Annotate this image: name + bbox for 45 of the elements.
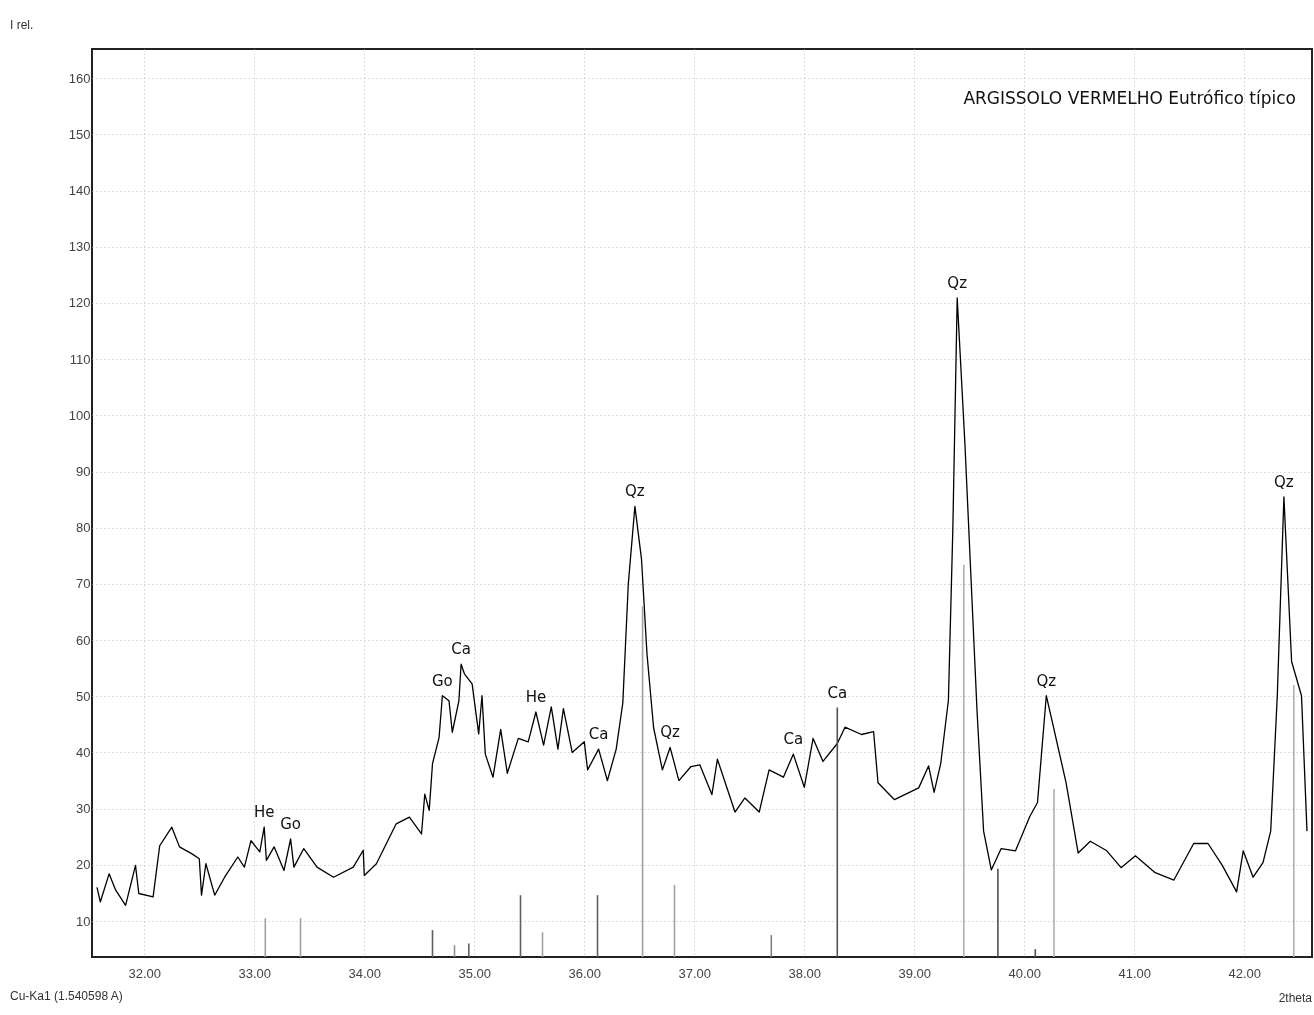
x-tick-label: 38.00 bbox=[788, 965, 822, 981]
annotation: Ca bbox=[451, 640, 471, 659]
y-tick-label: 20 bbox=[76, 857, 91, 873]
text: ARGISSOLO VERMELHO Eutrófico típico bbox=[963, 88, 1296, 108]
annotation: Ca bbox=[783, 730, 804, 749]
annotation: Qz bbox=[1036, 671, 1057, 690]
x-tick-label: 40.00 bbox=[1008, 965, 1042, 981]
x-tick-label: 39.00 bbox=[898, 965, 932, 981]
x-axis-title: 2theta bbox=[1278, 991, 1313, 1005]
y-tick-label: 150 bbox=[68, 126, 91, 142]
x-tick-label: 36.00 bbox=[568, 965, 602, 981]
y-tick-label: 160 bbox=[68, 70, 91, 86]
annotation: Go bbox=[431, 671, 453, 690]
annotation: Qz bbox=[625, 482, 645, 501]
x-tick-label: 32.00 bbox=[128, 965, 162, 981]
annotation: Ca bbox=[827, 683, 848, 702]
line-series bbox=[96, 297, 1308, 906]
y-tick-label: 120 bbox=[68, 295, 91, 311]
annotation: He bbox=[253, 803, 275, 822]
annotation: Qz bbox=[660, 723, 681, 742]
x-tick-label: 35.00 bbox=[458, 965, 492, 981]
y-tick-label: 10 bbox=[76, 913, 91, 929]
y-axis-title: I rel. bbox=[10, 18, 34, 32]
x-tick-label: 34.00 bbox=[348, 965, 382, 981]
y-tick-label: 140 bbox=[68, 183, 91, 199]
annotation: Ca bbox=[588, 725, 609, 744]
y-tick-label: 40 bbox=[76, 744, 91, 760]
x-tick-label: 41.00 bbox=[1118, 965, 1152, 981]
y-tick-label: 70 bbox=[76, 576, 91, 592]
y-tick-label: 50 bbox=[76, 688, 91, 704]
y-tick-label: 110 bbox=[69, 351, 91, 367]
y-tick-label: 60 bbox=[76, 632, 91, 648]
y-tick-label: 100 bbox=[68, 407, 91, 423]
x-tick-label: 42.00 bbox=[1228, 965, 1262, 981]
y-tick-label: 30 bbox=[76, 801, 91, 817]
y-tick-label: 90 bbox=[76, 464, 91, 480]
x-tick-label: 37.00 bbox=[678, 965, 712, 981]
text: Cu-Ka1 (1.540598 A) bbox=[10, 989, 123, 1003]
annotation: Qz bbox=[947, 273, 968, 292]
x-tick-label: 33.00 bbox=[238, 965, 272, 981]
annotation: He bbox=[525, 688, 547, 707]
annotation: Go bbox=[280, 815, 302, 833]
y-tick-label: 130 bbox=[68, 239, 91, 255]
annotation: Qz bbox=[1274, 472, 1294, 491]
y-tick-label: 80 bbox=[76, 520, 91, 536]
